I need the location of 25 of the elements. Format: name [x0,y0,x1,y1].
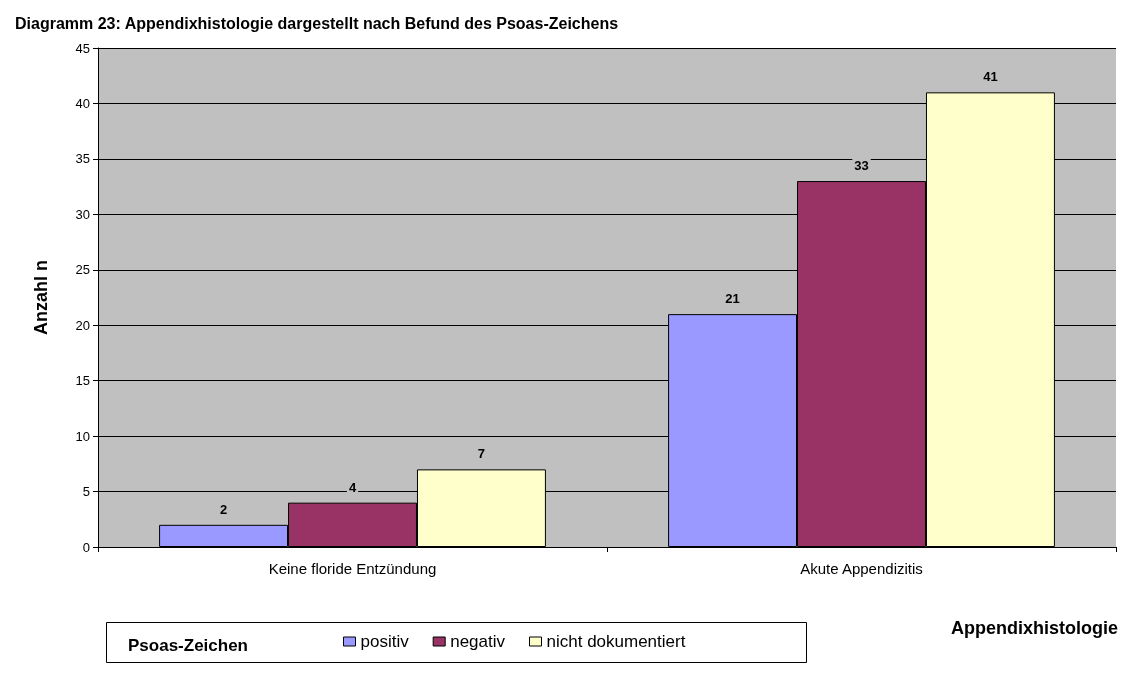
y-tick-label: 35 [75,151,90,167]
legend-label: negativ [450,632,506,651]
data-label: 41 [983,69,998,85]
data-label: 4 [348,479,357,495]
y-tick-label: 5 [82,484,90,500]
data-label: 2 [219,501,228,517]
y-tick-label: 10 [75,428,90,444]
y-tick-label: 45 [75,40,90,56]
y-tick-label: 0 [82,539,90,555]
chart-title: Diagramm 23: Appendixhistologie dargestellt nach Befund des Psoas-Zeichens [15,14,619,32]
x-axis-title: Appendixhistologie [951,618,1119,638]
y-tick-label: 15 [75,373,90,389]
data-label: 21 [725,291,740,307]
y-tick-label: 20 [75,317,90,333]
x-tick-label: Akute Appendizitis [800,560,923,577]
legend-label: nicht dokumentiert [546,632,686,651]
data-label: 7 [477,446,486,462]
y-tick-label: 30 [75,206,90,222]
data-label: 33 [854,158,869,174]
x-tick-label: Keine floride Entzündung [268,560,437,577]
y-tick-label: 40 [75,95,90,111]
y-axis-title: Anzahl n [31,260,51,335]
legend-label: positiv [360,632,410,651]
y-tick-label: 25 [75,262,90,278]
legend-title: Psoas-Zeichen [128,636,248,655]
